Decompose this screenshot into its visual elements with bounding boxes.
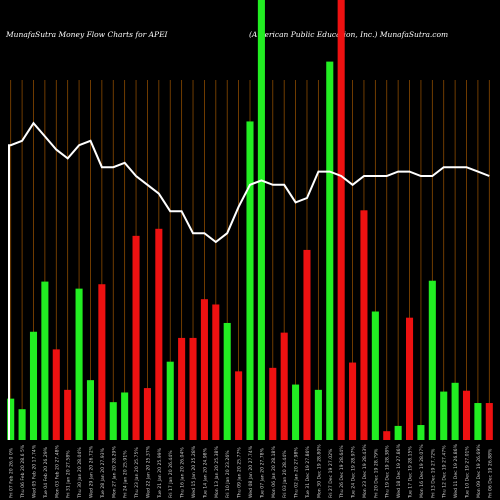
bar [18,409,26,440]
bar [86,380,94,440]
bar [246,121,254,440]
bar [337,0,345,440]
bar [474,403,482,440]
bar [383,431,391,440]
chart-title: MunafaSutra Money Flow Charts for APEI [6,30,168,39]
x-tick-label: Mon 03 Feb 20 27.48% [54,444,60,498]
x-tick-label: Fri 27 Dec 19 27.02% [328,448,334,498]
x-tick-label: Thu 02 Jan 20 27.98% [294,447,300,499]
bar [64,389,72,440]
x-tick-label: Fri 03 Jan 20 28.44% [282,450,288,498]
x-tick-label: Tue 14 Jan 20 24.98% [202,447,208,499]
bar [280,332,288,440]
bar [440,391,448,440]
x-tick-label: Tue 28 Jan 20 27.93% [100,447,106,499]
bar [371,311,379,440]
bar [41,281,49,440]
x-tick-label: Wed 08 Jan 20 27.74% [248,445,254,498]
bar [109,402,117,440]
x-tick-label: Wed 05 Feb 20 17.74% [31,444,37,498]
bar [178,337,186,440]
x-tick-label: Tue 24 Dec 19 28.97% [351,446,357,499]
bar [349,362,357,440]
bar [189,337,197,440]
bar [121,392,129,440]
x-tick-label: Fri 20 Dec 19 28.79% [373,448,379,498]
bar [303,249,311,440]
x-tick-label: Tue 21 Jan 20 25.99% [157,447,163,499]
x-tick-label: Fri 17 Jan 20 26.44% [168,450,174,498]
bar [75,288,83,440]
x-tick-label: Tue 07 Jan 20 27.78% [259,447,265,499]
bar [235,371,243,440]
bar [155,228,163,440]
bar [326,61,334,440]
x-tick-label: Mon 27 Jan 20 28.29% [111,446,117,498]
x-tick-label: Fri 24 Jan 20 25.91% [123,450,129,498]
x-tick-label: Mon 16 Dec 19 28.07% [419,444,425,498]
x-tick-label: Fri 31 Jan 20 27.58% [66,450,72,498]
money-flow-line [8,121,490,440]
bar [428,280,436,440]
bar [143,388,151,440]
x-tick-label: Thu 30 Jan 20 28.04% [77,447,83,499]
x-tick-label: Mon 30 Dec 19 28.80% [316,444,322,498]
x-tick-label: Fri 07 Feb 20 26.0 0% [9,447,15,498]
bar [223,322,231,440]
x-tick-label: Mon 09 Dec 19 26.69% [476,444,482,498]
x-tick-label: Thu 26 Dec 19 28.64% [339,445,345,499]
x-tick-label: Thu 19 Dec 19 28.38% [385,445,391,499]
bar [7,398,15,440]
x-tick-label: Thu 06 Feb 20 28.6 5% [20,444,26,499]
chart-subtitle: (American Public Education, Inc.) Munafa… [249,30,449,39]
bar [485,403,493,440]
bar [406,317,414,440]
bar [29,331,38,440]
bar [98,284,106,440]
bar [200,299,208,440]
x-tick-label: Fri 10 Jan 20 23.26% [225,450,231,498]
bar [212,304,220,440]
x-tick-label: Fri 06 Dec 19 26.88% [487,448,493,498]
x-tick-label: Wed 29 Jan 20 26.72% [88,445,94,498]
bar [292,384,300,440]
x-tick-label: Wed 22 Jan 20 25.37% [145,445,151,498]
x-tick-label: Thu 09 Jan 20 25.77% [237,447,243,499]
bar [394,425,402,440]
bar [451,382,459,440]
x-tick-label: Tue 04 Feb 20 26.29% [43,446,49,499]
x-tick-label: Thu 23 Jan 20 25.75% [134,447,140,499]
bar [166,361,174,440]
bar [52,349,60,440]
bar [314,389,322,440]
bar [360,210,368,440]
bar [417,425,425,440]
x-tick-label: Thu 12 Dec 19 27.47% [442,445,448,499]
x-tick-label: Tue 17 Dec 19 28.15% [408,446,414,499]
x-tick-label: Wed 15 Jan 20 25.28% [191,445,197,498]
x-tick-label: Mon 06 Jan 20 28.18% [271,446,277,498]
bar [132,235,140,440]
x-tick-label: Thu 16 Jan 20 26.04% [180,447,186,499]
x-tick-label: Wed 11 Dec 19 26.86% [453,443,459,498]
x-tick-label: Wed 18 Dec 19 27.86% [396,443,402,498]
bar [269,367,277,440]
bar [257,0,265,440]
x-tick-label: Tue 31 Dec 19 27.86% [305,446,311,499]
x-tick-label: Fri 13 Dec 19 27.72% [430,448,436,498]
x-tick-label: Mon 13 Jan 20 25.38% [214,446,220,498]
bar [462,390,471,440]
x-tick-label: Tue 10 Dec 19 27.01% [465,446,471,499]
x-tick-label: Mon 23 Dec 19 28.43% [362,444,368,498]
